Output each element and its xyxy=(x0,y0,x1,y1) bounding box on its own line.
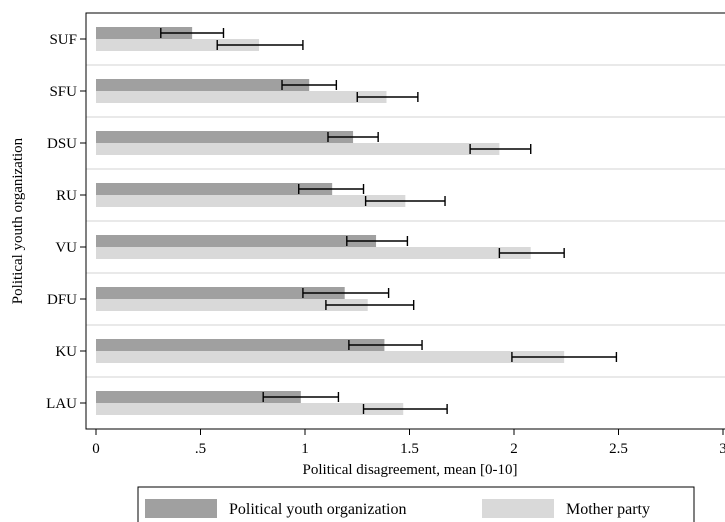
legend-swatch-mother xyxy=(482,499,554,518)
bar-youth-organization xyxy=(96,131,354,143)
y-tick-label: LAU xyxy=(46,396,77,412)
legend-box xyxy=(137,486,695,522)
y-tick-label: RU xyxy=(56,188,77,204)
bar-mother-party xyxy=(96,91,387,103)
bar-youth-organization xyxy=(96,183,333,195)
y-tick-label: KU xyxy=(55,344,77,360)
x-tick-label: 0 xyxy=(92,441,100,457)
bars xyxy=(96,27,565,415)
x-tick-label: 3 xyxy=(719,441,725,457)
bar-youth-organization xyxy=(96,235,377,247)
bar-mother-party xyxy=(96,247,531,259)
x-tick-label: .5 xyxy=(195,441,206,457)
y-tick-label: VU xyxy=(55,240,77,256)
y-tick-label: DSU xyxy=(47,136,77,152)
x-tick-label: 2.5 xyxy=(609,441,628,457)
bar-mother-party xyxy=(96,195,406,207)
bar-youth-organization xyxy=(96,339,385,351)
error-bars xyxy=(160,28,618,414)
bar-mother-party xyxy=(96,299,368,311)
bar-youth-organization xyxy=(96,79,310,91)
bar-youth-organization xyxy=(96,27,193,39)
x-axis-label: Political disagreement, mean [0-10] xyxy=(303,462,518,478)
bar-mother-party xyxy=(96,351,565,363)
x-axis-ticks: 0 .5 1 1.5 2 2.5 3 xyxy=(92,429,725,457)
legend-swatch-youth xyxy=(145,499,217,518)
bar-mother-party xyxy=(96,143,500,155)
bar-youth-organization xyxy=(96,391,301,403)
gridlines xyxy=(86,64,725,378)
y-axis-label: Political youth organization xyxy=(10,137,26,304)
legend-label-mother: Mother party xyxy=(566,501,650,518)
y-axis-ticks: SUF SFU DSU RU VU DFU KU LAU xyxy=(46,32,86,412)
y-tick-label: SFU xyxy=(49,84,77,100)
x-tick-label: 1.5 xyxy=(400,441,419,457)
bar-youth-organization xyxy=(96,287,345,299)
legend-label-youth: Political youth organization xyxy=(229,501,406,518)
x-tick-label: 2 xyxy=(510,441,518,457)
y-tick-label: DFU xyxy=(47,292,77,308)
legend: Political youth organization Mother part… xyxy=(137,486,695,522)
bar-mother-party xyxy=(96,403,404,415)
y-tick-label: SUF xyxy=(49,32,77,48)
x-tick-label: 1 xyxy=(301,441,309,457)
bar-mother-party xyxy=(96,39,260,51)
plot-frame xyxy=(85,12,725,430)
